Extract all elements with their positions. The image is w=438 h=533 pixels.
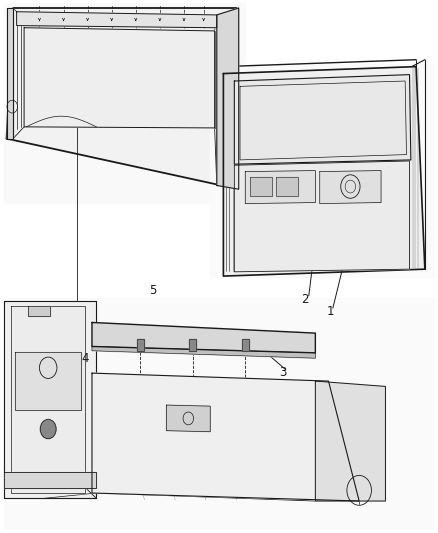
Polygon shape	[7, 8, 13, 139]
Bar	[189, 339, 196, 351]
Polygon shape	[24, 28, 215, 128]
Polygon shape	[4, 301, 96, 498]
Text: 5: 5	[149, 284, 156, 297]
Polygon shape	[234, 75, 411, 164]
Polygon shape	[92, 346, 315, 358]
Text: 4: 4	[81, 352, 89, 365]
Bar	[242, 339, 249, 351]
Text: 1: 1	[327, 305, 335, 318]
Polygon shape	[15, 352, 81, 410]
Polygon shape	[166, 405, 210, 432]
Polygon shape	[245, 171, 315, 204]
Polygon shape	[210, 64, 434, 277]
Polygon shape	[92, 322, 315, 353]
Polygon shape	[4, 3, 245, 203]
Polygon shape	[4, 472, 96, 488]
Polygon shape	[217, 8, 239, 189]
Circle shape	[40, 419, 56, 439]
Bar	[137, 339, 144, 351]
Polygon shape	[315, 381, 385, 501]
Polygon shape	[223, 67, 425, 276]
Polygon shape	[234, 161, 410, 272]
Bar	[189, 339, 196, 351]
Polygon shape	[92, 373, 359, 501]
Text: 2: 2	[300, 293, 308, 306]
Polygon shape	[7, 8, 239, 189]
Polygon shape	[250, 177, 272, 196]
Polygon shape	[4, 298, 434, 528]
Text: 3: 3	[279, 366, 286, 378]
Polygon shape	[320, 171, 381, 204]
Bar	[242, 339, 249, 351]
Polygon shape	[11, 306, 85, 493]
Polygon shape	[17, 12, 217, 28]
Polygon shape	[28, 306, 50, 316]
Bar	[137, 339, 144, 351]
Polygon shape	[276, 177, 298, 196]
